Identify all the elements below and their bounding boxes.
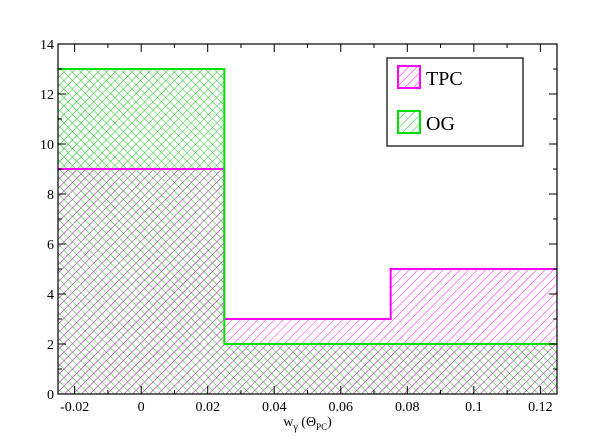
x-tick-label: 0.08 [395, 400, 420, 415]
step-line-tpc [58, 168, 557, 320]
y-tick-label: 0 [47, 388, 54, 403]
legend-swatch-tpc [397, 65, 421, 89]
legend: TPC OG [386, 57, 524, 147]
y-tick-label: 14 [40, 38, 54, 53]
legend-swatch-og [397, 110, 421, 134]
x-tick-label: 0.12 [528, 400, 553, 415]
bin-fill-tpc-2 [390, 269, 557, 394]
y-tick-label: 6 [47, 238, 54, 253]
y-tick-label: 4 [47, 288, 54, 303]
x-tick-label: 0.1 [465, 400, 483, 415]
y-tick-label: 10 [40, 138, 54, 153]
x-tick-label: -0.02 [60, 400, 89, 415]
x-tick-label: 0.04 [262, 400, 287, 415]
bins-layer [58, 69, 557, 394]
x-tick-label: 0 [138, 400, 145, 415]
y-tick-label: 12 [40, 88, 54, 103]
bin-fill-tpc-1 [224, 319, 391, 394]
x-tick-label: 0.02 [195, 400, 220, 415]
x-tick-label: 0.06 [329, 400, 354, 415]
legend-label-tpc: TPC [426, 68, 463, 90]
step-line-og [58, 68, 557, 345]
x-axis-title: wγ (ΘPC) [283, 415, 332, 433]
y-tick-label: 8 [47, 188, 54, 203]
outline-layer [58, 68, 557, 345]
ticks-layer: 0 2 4 6 8 10 12 14 -0.02 0 0.02 0.04 0.06 0.08 0.1 0.12 [40, 38, 557, 415]
bin-fill-tpc-0 [58, 169, 225, 394]
y-tick-label: 2 [47, 338, 54, 353]
legend-label-og: OG [426, 113, 455, 135]
